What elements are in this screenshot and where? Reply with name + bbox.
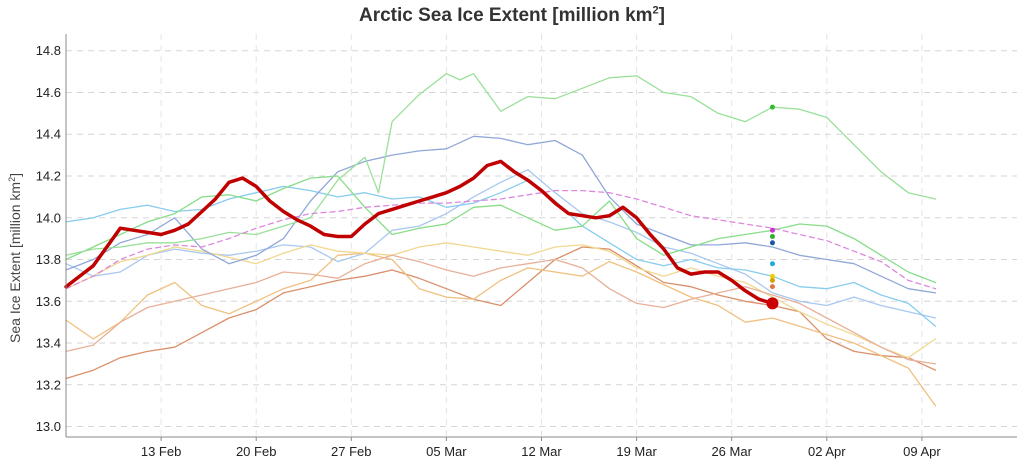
end-point-3	[769, 240, 775, 246]
y-tick-label: 14.6	[36, 85, 61, 100]
x-tick-label: 12 Mar	[521, 444, 562, 459]
series-line-9	[65, 189, 937, 290]
end-point-4	[769, 261, 775, 267]
series-line-2	[65, 252, 937, 407]
end-point-5	[769, 273, 775, 279]
series-group	[64, 73, 937, 407]
end-point-8	[766, 297, 779, 310]
end-point-0	[769, 104, 775, 110]
series-line-4	[65, 254, 937, 365]
y-tick-label: 14.2	[36, 168, 61, 183]
series-line-8	[65, 73, 937, 256]
chart-title: Arctic Sea Ice Extent [million km2]	[359, 4, 665, 26]
y-tick-label: 13.8	[36, 252, 61, 267]
x-tick-label: 20 Feb	[236, 444, 276, 459]
series-line-6	[65, 135, 937, 294]
y-tick-label: 14.8	[36, 43, 61, 58]
series-line-5	[65, 179, 937, 327]
series-line-10	[64, 159, 775, 306]
series-line-1	[65, 246, 937, 380]
x-tick-label: 05 Mar	[426, 444, 467, 459]
x-tick-label: 26 Mar	[711, 444, 752, 459]
y-tick-label: 14.0	[36, 210, 61, 225]
y-tick-label: 14.4	[36, 127, 61, 142]
end-point-2	[769, 234, 775, 240]
x-tick-label: 19 Mar	[616, 444, 657, 459]
end-point-6	[769, 277, 775, 283]
y-tick-label: 13.6	[36, 294, 61, 309]
x-tick-label: 09 Apr	[903, 444, 941, 459]
x-tick-label: 02 Apr	[808, 444, 846, 459]
y-axis-label: Sea Ice Extent [million km2]	[7, 173, 23, 343]
end-point-7	[769, 284, 775, 290]
axes: 14.8 14.6 14.4 14.2 14.0 13.8 13.6 13.4 13.2 13.0…	[36, 34, 1017, 459]
y-tick-label: 13.2	[36, 377, 61, 392]
x-tick-label: 13 Feb	[141, 444, 181, 459]
end-points-group	[766, 104, 779, 310]
end-point-1	[769, 227, 775, 233]
y-tick-label: 13.0	[36, 419, 61, 434]
y-tick-label: 13.4	[36, 336, 61, 351]
x-tick-label: 27 Feb	[331, 444, 371, 459]
grid	[66, 34, 1017, 437]
series-line-7	[65, 175, 937, 284]
